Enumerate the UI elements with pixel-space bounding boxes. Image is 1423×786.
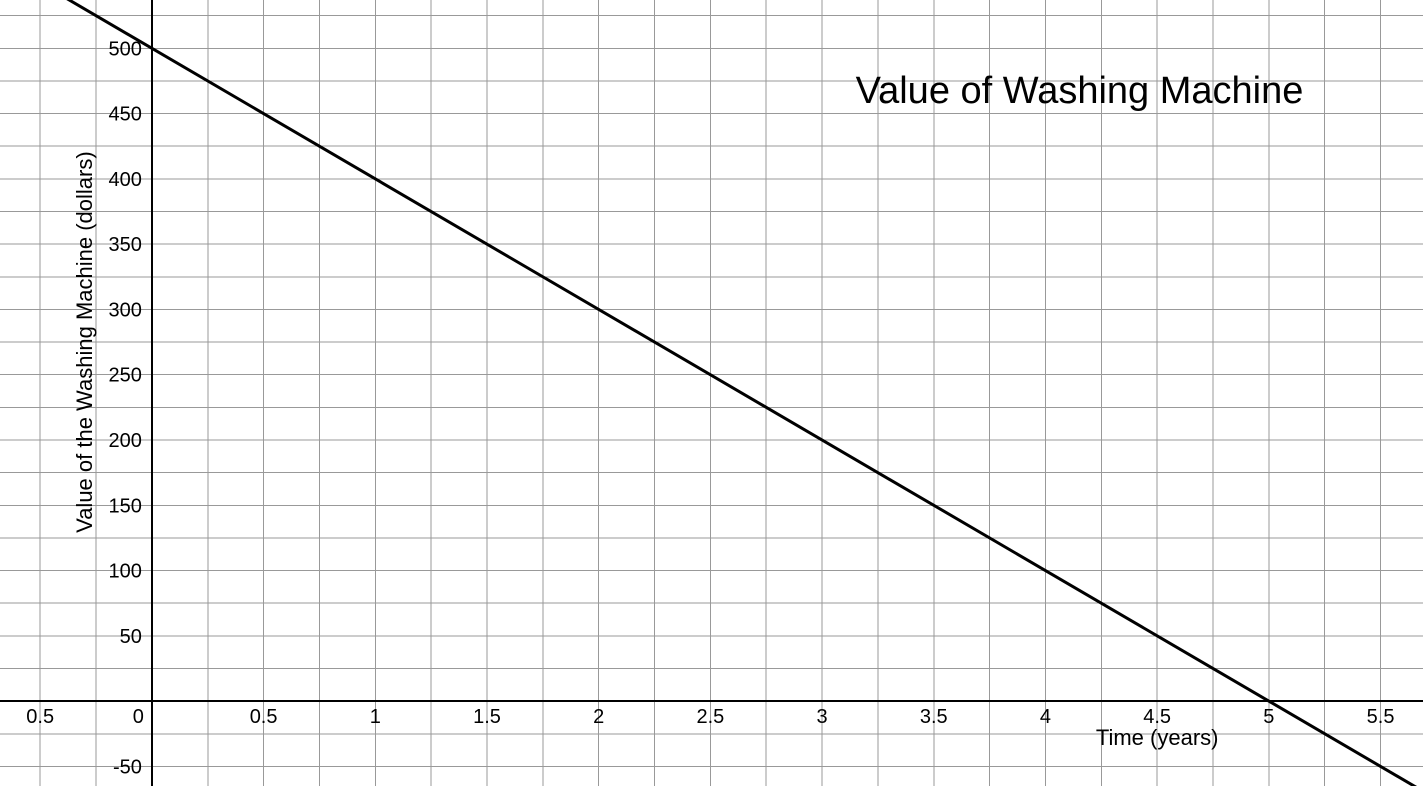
y-tick-label: 400: [109, 169, 142, 191]
x-tick-label: 0.5: [26, 706, 54, 728]
y-tick-label: 250: [109, 365, 142, 387]
x-tick-label: 4: [1040, 706, 1051, 728]
x-tick-label: 0.5: [250, 706, 278, 728]
y-tick-label: 450: [109, 104, 142, 126]
y-tick-label: 100: [109, 561, 142, 583]
x-tick-label: 3: [817, 706, 828, 728]
x-tick-label: 5.5: [1367, 706, 1395, 728]
x-tick-label: 2: [593, 706, 604, 728]
y-tick-label: -50: [113, 756, 142, 778]
y-tick-label: 50: [120, 626, 142, 648]
x-tick-label: 3.5: [920, 706, 948, 728]
line-chart: 0.500.511.522.533.544.555.5-505010015020…: [0, 0, 1423, 786]
y-tick-label: 200: [109, 430, 142, 452]
y-tick-label: 500: [109, 38, 142, 60]
y-tick-label: 150: [109, 495, 142, 517]
y-axis-label: Value of the Washing Machine (dollars): [72, 151, 97, 533]
x-tick-label: 1: [370, 706, 381, 728]
x-tick-label: 1.5: [473, 706, 501, 728]
x-tick-label: 2.5: [696, 706, 724, 728]
x-axis-label: Time (years): [1096, 725, 1219, 750]
y-tick-label: 300: [109, 299, 142, 321]
y-tick-label: 350: [109, 234, 142, 256]
chart-title: Value of Washing Machine: [856, 70, 1304, 112]
x-tick-label: 0: [133, 706, 144, 728]
x-tick-label: 5: [1263, 706, 1274, 728]
chart-container: 0.500.511.522.533.544.555.5-505010015020…: [0, 0, 1423, 786]
